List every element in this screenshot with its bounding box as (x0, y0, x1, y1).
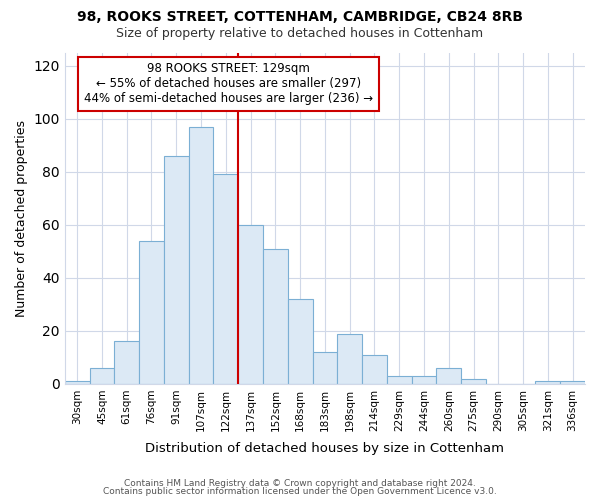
Y-axis label: Number of detached properties: Number of detached properties (15, 120, 28, 316)
Text: 98, ROOKS STREET, COTTENHAM, CAMBRIDGE, CB24 8RB: 98, ROOKS STREET, COTTENHAM, CAMBRIDGE, … (77, 10, 523, 24)
Bar (238, 225, 263, 384)
Bar (115, 342, 139, 384)
Text: Size of property relative to detached houses in Cottenham: Size of property relative to detached ho… (116, 28, 484, 40)
Text: Contains HM Land Registry data © Crown copyright and database right 2024.: Contains HM Land Registry data © Crown c… (124, 478, 476, 488)
Bar (436, 368, 461, 384)
Text: Contains public sector information licensed under the Open Government Licence v3: Contains public sector information licen… (103, 487, 497, 496)
Bar (535, 382, 560, 384)
Bar (164, 156, 188, 384)
Bar (560, 382, 585, 384)
Bar (89, 368, 115, 384)
Bar (263, 248, 288, 384)
Bar (412, 376, 436, 384)
Bar (313, 352, 337, 384)
Bar (65, 382, 89, 384)
Bar (139, 240, 164, 384)
Bar (337, 334, 362, 384)
X-axis label: Distribution of detached houses by size in Cottenham: Distribution of detached houses by size … (145, 442, 505, 455)
Bar (188, 126, 214, 384)
Bar (214, 174, 238, 384)
Bar (461, 378, 486, 384)
Bar (288, 299, 313, 384)
Text: 98 ROOKS STREET: 129sqm
← 55% of detached houses are smaller (297)
44% of semi-d: 98 ROOKS STREET: 129sqm ← 55% of detache… (84, 62, 373, 106)
Bar (387, 376, 412, 384)
Bar (362, 354, 387, 384)
